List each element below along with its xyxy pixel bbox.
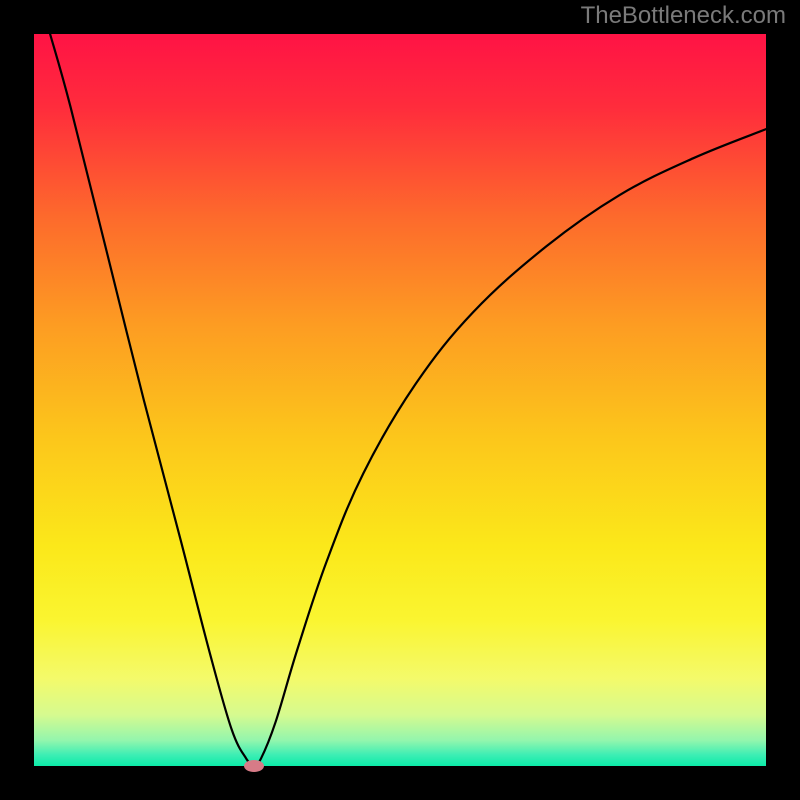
watermark-text: TheBottleneck.com — [581, 2, 786, 30]
curve-layer — [0, 0, 800, 800]
chart-canvas: TheBottleneck.com — [0, 0, 800, 800]
curve-right — [254, 129, 766, 766]
minimum-marker — [242, 758, 266, 774]
minimum-marker-dot — [244, 760, 264, 772]
curve-left — [50, 34, 254, 766]
